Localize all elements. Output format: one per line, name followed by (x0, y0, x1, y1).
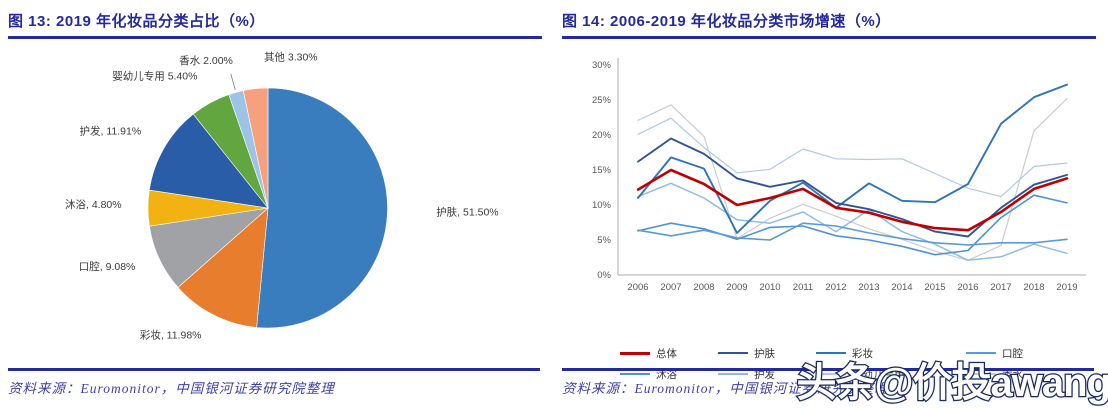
figure-14-title: 图 14: 2006-2019 年化妆品分类市场增速（%） (562, 8, 1096, 39)
legend-label: 总体 (656, 347, 677, 360)
pie-chart: 护肤, 51.50% 彩妆, 11.98% 口腔, 9.08% 沐浴, 4.80% 护发… (65, 50, 499, 341)
legend-label: 婴幼儿专用 (852, 368, 905, 381)
legend-item-护发: 护发 (718, 367, 816, 381)
x-tick-label: 2007 (660, 282, 681, 293)
y-tick-label: 15% (592, 165, 612, 176)
x-tick-label: 2015 (924, 282, 945, 293)
series-line-护发 (637, 182, 1068, 262)
pie-label-香水: 香水 2.00% (179, 55, 233, 67)
figure-13-panel: 图 13: 2019 年化妆品分类占比（%） 护肤, 51.50% 彩妆, 11.… (0, 0, 554, 406)
x-tick-label: 2016 (957, 282, 978, 293)
legend-item-彩妆: 彩妆 (816, 346, 966, 360)
x-tick-label: 2013 (858, 282, 879, 293)
legend-item-沐浴: 沐浴 (620, 367, 718, 381)
pie-slice-其他 (242, 87, 269, 209)
figure-13-footer: 资料来源：Euromonitor，中国银河证券研究院整理 (8, 368, 540, 397)
x-tick-label: 2011 (793, 282, 813, 293)
y-tick-label: 25% (592, 95, 612, 106)
y-tick-label: 0% (597, 270, 611, 281)
pie-label-婴幼儿专用: 婴幼儿专用 5.40% (112, 70, 197, 83)
legend-label: 彩妆 (852, 347, 873, 360)
figure-14-panel: 图 14: 2006-2019 年化妆品分类市场增速（%） 0% 5% 10% 15%… (554, 0, 1108, 406)
y-tick-label: 20% (592, 130, 612, 141)
legend-label: 沐浴 (656, 368, 677, 381)
y-tick-label: 5% (597, 235, 611, 246)
x-tick-label: 2006 (627, 282, 648, 293)
toutiao-watermark: 头条@价投awang (795, 360, 1108, 407)
y-tick-label: 30% (592, 60, 612, 71)
legend-item-护肤: 护肤 (718, 346, 816, 360)
figure-13-title: 图 13: 2019 年化妆品分类占比（%） (8, 8, 542, 39)
x-tick-label: 2008 (693, 282, 714, 293)
legend-swatch-总体 (620, 351, 650, 355)
series-line-总体 (636, 168, 1069, 232)
legend-item-口腔: 口腔 (966, 346, 1076, 360)
series-line-沐浴 (637, 194, 1068, 256)
legend-swatch-婴幼儿专用 (816, 373, 846, 375)
pie-label-leader (230, 73, 236, 91)
line-chart-legend: 总体 护肤 彩妆 口腔沐浴 护发 婴幼儿专用 香水 (620, 346, 1090, 381)
pie-chart-area: 护肤, 51.50% 彩妆, 11.98% 口腔, 9.08% 沐浴, 4.80% 护发… (0, 40, 554, 370)
series-line-彩妆 (637, 83, 1068, 234)
x-tick-label: 2018 (1023, 282, 1044, 293)
series-line-婴幼儿专用 (637, 117, 1068, 198)
pie-slice-彩妆 (177, 207, 269, 328)
figure-14-source: 资料来源：Euromonitor，中国银河证券研究院整理 (562, 381, 889, 396)
x-tick-label: 2012 (825, 282, 846, 293)
x-tick-label: 2019 (1056, 282, 1077, 293)
figure-13-source: 资料来源：Euromonitor，中国银河证券研究院整理 (8, 381, 335, 396)
pie-slice-护发 (148, 113, 269, 209)
pie-label-彩妆: 彩妆, 11.98% (140, 328, 202, 341)
pie-label-其他: 其他 3.30% (264, 50, 318, 63)
legend-label: 护肤 (754, 347, 775, 360)
pie-slice-护肤 (256, 87, 388, 329)
pie-label-口腔: 口腔, 9.08% (79, 260, 136, 273)
pie-label-护肤: 护肤, 51.50% (436, 206, 498, 219)
series-line-香水 (637, 97, 1068, 261)
legend-swatch-口腔 (966, 352, 996, 354)
legend-swatch-香水 (966, 373, 996, 375)
legend-label: 口腔 (1002, 347, 1023, 360)
y-tick-label: 10% (592, 200, 612, 211)
legend-item-总体: 总体 (620, 346, 718, 360)
series-line-护肤 (637, 137, 1068, 238)
legend-item-婴幼儿专用: 婴幼儿专用 (816, 367, 966, 381)
x-tick-label: 2009 (726, 282, 747, 293)
legend-swatch-沐浴 (620, 373, 650, 375)
legend-label: 香水 (1002, 368, 1023, 381)
legend-swatch-彩妆 (816, 352, 846, 354)
legend-swatch-护肤 (718, 352, 748, 354)
legend-item-香水: 香水 (966, 367, 1076, 381)
line-chart: 0% 5% 10% 15% 20% 25% 30% 2006 2007 2008 2009 2010 2… (592, 58, 1086, 293)
line-chart-area: 0% 5% 10% 15% 20% 25% 30% 2006 2007 2008 2009 2010 2… (554, 40, 1108, 381)
legend-label: 护发 (754, 368, 775, 381)
x-tick-label: 2014 (891, 282, 912, 293)
x-tick-label: 2010 (759, 282, 780, 293)
legend-swatch-护发 (718, 373, 748, 375)
pie-label-沐浴: 沐浴, 4.80% (65, 198, 122, 211)
series-line-口腔 (637, 222, 1068, 246)
x-tick-label: 2017 (990, 282, 1011, 293)
figure-14-footer: 资料来源：Euromonitor，中国银河证券研究院整理 (562, 368, 1094, 397)
pie-label-护发: 护发, 11.91% (80, 125, 142, 138)
